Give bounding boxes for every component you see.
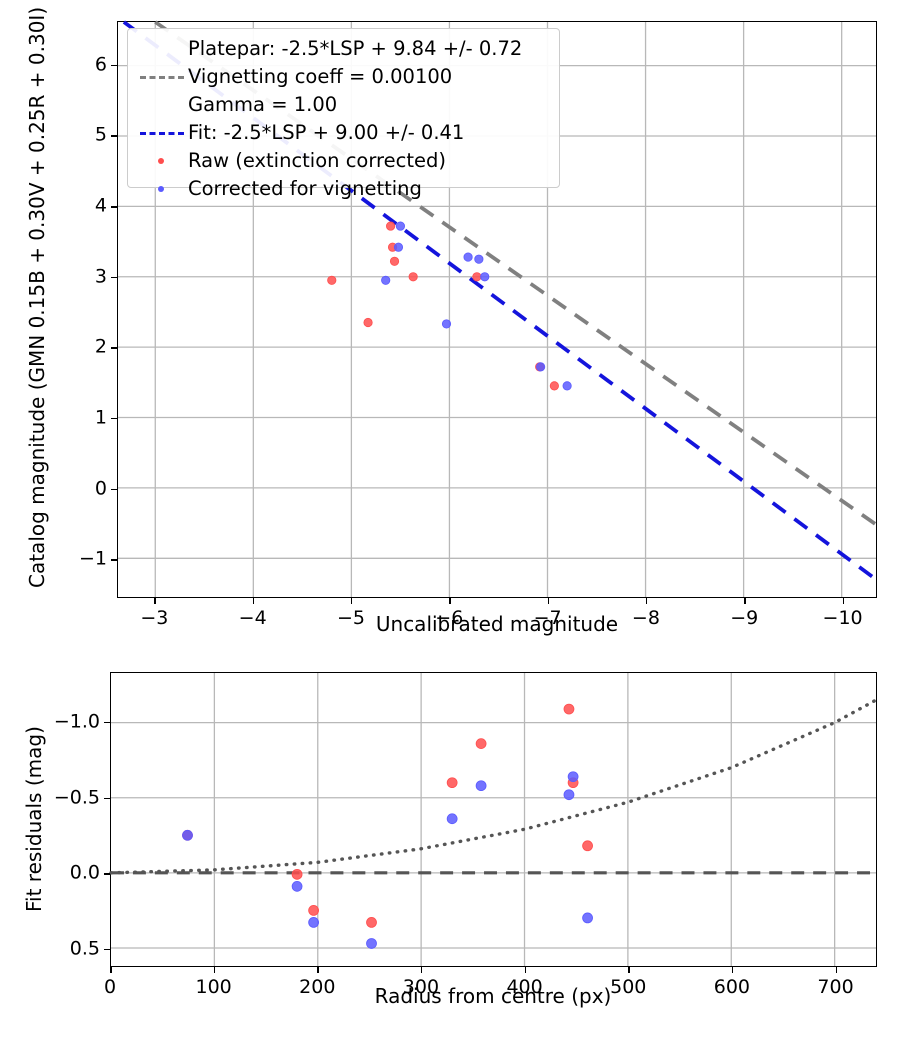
y-tick-label: 1: [94, 406, 107, 429]
legend-label-vignetting-coeff: Vignetting coeff = 0.00100: [188, 65, 453, 89]
legend-entry-raw: Raw (extinction corrected): [136, 147, 551, 175]
x-tick-label: −4: [238, 607, 267, 629]
x-tick-mark: [524, 967, 527, 973]
legend: Platepar: -2.5*LSP + 9.84 +/- 0.72 Vigne…: [127, 28, 560, 198]
x-tick-mark: [645, 598, 648, 604]
legend-label-gamma: Gamma = 1.00: [188, 93, 338, 117]
legend-entry-corrected: Corrected for vignetting: [136, 175, 551, 203]
y-tick-label: 0.0: [69, 861, 100, 884]
y-tick-mark: [104, 948, 110, 951]
y-tick-label: −1.0: [53, 710, 100, 733]
x-tick-label: 400: [506, 976, 543, 998]
legend-handle-raw: [136, 147, 188, 175]
y-tick-mark: [111, 276, 117, 279]
y-tick-label: 2: [94, 335, 107, 358]
legend-label-raw: Raw (extinction corrected): [188, 149, 446, 173]
x-tick-label: −7: [533, 607, 562, 629]
legend-handle-vignetting-coeff: [136, 63, 188, 91]
y-tick-mark: [111, 206, 117, 208]
x-tick-mark: [628, 967, 630, 973]
y-tick-mark: [111, 135, 117, 137]
legend-entry-platepar: Platepar: -2.5*LSP + 9.84 +/- 0.72: [136, 35, 551, 63]
x-tick-label: −8: [631, 607, 660, 629]
y-tick-label: −1: [78, 547, 107, 570]
y-tick-mark: [111, 347, 117, 349]
y-tick-mark: [111, 64, 117, 67]
legend-handle-gamma: [136, 91, 188, 119]
x-tick-label: 200: [299, 976, 336, 998]
photometric-calibration-canvas: [118, 20, 878, 597]
y-tick-label: 0.5: [69, 937, 100, 960]
y-tick-mark: [104, 721, 110, 724]
y-tick-label: 5: [94, 123, 107, 146]
legend-entry-vignetting-coeff: Vignetting coeff = 0.00100: [136, 63, 551, 91]
dashed-line-blue-icon: [140, 132, 184, 135]
x-tick-mark: [835, 967, 838, 973]
x-axis-title-top: Uncalibrated magnitude: [375, 612, 619, 636]
legend-label-fit: Fit: -2.5*LSP + 9.00 +/- 0.41: [188, 121, 465, 145]
y-tick-label: 4: [94, 194, 107, 217]
x-tick-label: −6: [435, 607, 464, 629]
blue-dot-marker-icon: [158, 186, 164, 192]
x-tick-label: 300: [402, 976, 440, 998]
y-tick-label: 3: [94, 265, 107, 288]
x-tick-mark: [731, 967, 734, 973]
x-tick-label: 100: [195, 976, 232, 998]
x-axis-title-bottom: Radius from centre (px): [374, 984, 612, 1008]
x-tick-label: −3: [140, 607, 169, 629]
legend-handle-platepar: [136, 35, 188, 63]
dashed-line-icon: [140, 76, 184, 79]
x-tick-mark: [420, 967, 423, 973]
y-tick-label: 6: [94, 53, 107, 76]
x-tick-mark: [213, 967, 216, 973]
x-tick-mark: [842, 598, 845, 604]
y-tick-mark: [104, 873, 110, 875]
legend-label-corrected: Corrected for vignetting: [188, 177, 422, 201]
y-tick-mark: [104, 797, 110, 800]
x-tick-label: 500: [610, 976, 647, 998]
y-tick-mark: [111, 559, 117, 561]
fit-residuals-plot: [109, 672, 878, 967]
x-tick-mark: [154, 598, 156, 604]
legend-handle-corrected: [136, 175, 188, 203]
y-tick-mark: [111, 488, 117, 491]
x-tick-mark: [252, 598, 255, 604]
y-tick-label: −0.5: [53, 786, 100, 809]
x-tick-mark: [317, 967, 319, 973]
x-tick-mark: [744, 598, 746, 604]
y-axis-title-bottom: Fit residuals (mag): [22, 726, 46, 912]
x-tick-label: −9: [730, 607, 759, 629]
x-tick-label: −10: [822, 607, 863, 629]
red-dot-marker-icon: [158, 158, 164, 164]
x-tick-label: 600: [713, 976, 751, 998]
x-tick-mark: [110, 967, 112, 973]
legend-entry-fit: Fit: -2.5*LSP + 9.00 +/- 0.41: [136, 119, 551, 147]
legend-handle-fit: [136, 119, 188, 147]
legend-label-platepar: Platepar: -2.5*LSP + 9.84 +/- 0.72: [188, 37, 523, 61]
x-tick-label: 700: [817, 976, 854, 998]
y-tick-label: 0: [94, 477, 107, 500]
x-tick-mark: [449, 598, 451, 604]
x-tick-label: 0: [103, 976, 117, 998]
y-tick-mark: [111, 417, 117, 420]
x-tick-mark: [547, 598, 550, 604]
fit-residuals-canvas: [109, 673, 878, 966]
x-tick-mark: [350, 598, 353, 604]
legend-entry-gamma: Gamma = 1.00: [136, 91, 551, 119]
x-tick-label: −5: [336, 607, 365, 629]
y-axis-title-top: Catalog magnitude (GMN 0.15B + 0.30V + 0…: [25, 6, 49, 588]
